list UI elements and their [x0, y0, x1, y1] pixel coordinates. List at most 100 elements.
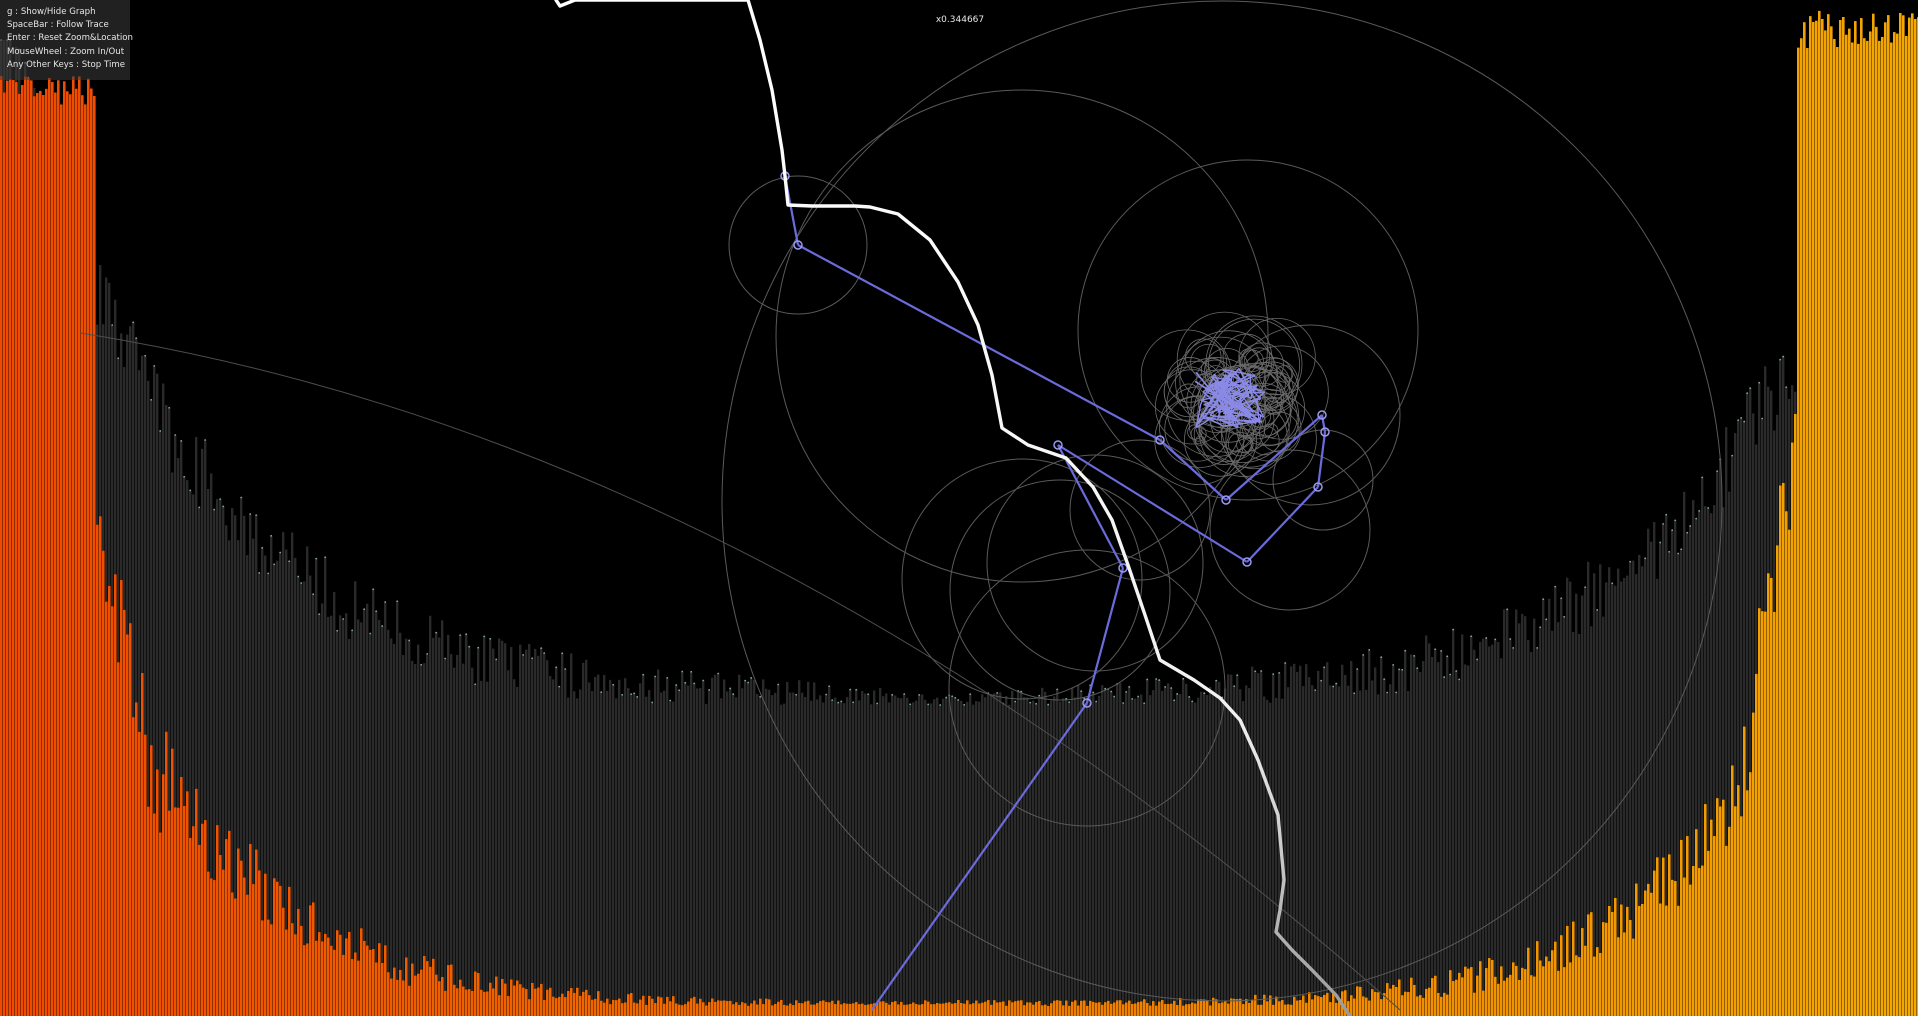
spectrum-bar-orange [1146, 1002, 1149, 1016]
spectrum-bar-gray [1671, 530, 1674, 1016]
spectrum-bar-orange [1413, 984, 1416, 1016]
spectrum-bar-orange [162, 774, 165, 1016]
spectrum-peak-dot [408, 639, 411, 642]
spectrum-bar-gray [660, 692, 663, 1016]
spectrum-bar-orange [156, 769, 159, 1016]
spectrum-peak-dot [1380, 656, 1383, 659]
spectrum-bar-gray [1626, 575, 1629, 1016]
spectrum-bar-orange [21, 85, 24, 1016]
spectrum-bar-gray [657, 669, 660, 1016]
spectrum-bar-orange [129, 623, 132, 1016]
spectrum-bar-orange [585, 989, 588, 1016]
spectrum-bar-gray [726, 691, 729, 1016]
spectrum-bar-orange [201, 823, 204, 1016]
spectrum-bar-orange [834, 1004, 837, 1016]
spectrum-bar-orange [1251, 1000, 1254, 1016]
epicycle-joint [1155, 435, 1165, 445]
spectrum-bar-gray [963, 704, 966, 1016]
spectrum-bar-orange [1065, 1000, 1068, 1016]
spectrum-bar-orange [765, 998, 768, 1016]
spectrum-bar-orange [333, 949, 336, 1016]
spectrum-peak-dot [1056, 688, 1059, 691]
spectrum-bar-orange [213, 880, 216, 1016]
cluster-arm [1209, 414, 1257, 424]
spectrum-bar-gray [900, 698, 903, 1016]
spectrum-bar-orange [1161, 1000, 1164, 1016]
spectrum-bar-gray [1620, 581, 1623, 1016]
spectrum-bar-gray [1467, 665, 1470, 1016]
spectrum-peak-dot [489, 637, 492, 640]
epicycle-circle-small [1184, 338, 1222, 376]
spectrum-bar-orange [108, 585, 111, 1016]
spectrum-bar-orange [57, 80, 60, 1016]
spectrum-bar-orange [1773, 611, 1776, 1016]
spectrum-bar-orange [189, 838, 192, 1016]
spectrum-bar-orange [735, 1002, 738, 1016]
spectrum-bar-orange [888, 1004, 891, 1016]
spectrum-bar-gray [1542, 599, 1545, 1016]
spectrum-bar-gray [159, 430, 162, 1016]
spectrum-bar-orange [165, 731, 168, 1016]
spectrum-bar-gray [1557, 622, 1560, 1016]
spectrum-bar-orange [999, 1002, 1002, 1016]
spectrum-bar-gray [1491, 644, 1494, 1016]
spectrum-bar-gray [1002, 703, 1005, 1016]
cluster-arm [1228, 391, 1266, 425]
spectrum-bar-orange [1239, 998, 1242, 1016]
spectrum-bar-gray [345, 613, 348, 1016]
spectrum-bar-orange [1818, 10, 1821, 1016]
spectrum-bar-gray [1722, 507, 1725, 1016]
spectrum-bar-gray [336, 630, 339, 1016]
spectrum-peak-dot [1737, 419, 1740, 421]
spectrum-bar-gray [813, 682, 816, 1016]
epicycle-joint [1221, 495, 1231, 505]
spectrum-peak-dot [891, 693, 894, 696]
spectrum-bar-orange [1491, 959, 1494, 1016]
spectrum-bar-gray [972, 704, 975, 1016]
spectrum-bar-gray [222, 506, 225, 1016]
spectrum-bar-orange [534, 988, 537, 1016]
spectrum-bar-gray [1485, 637, 1488, 1016]
spectrum-bar-gray [564, 669, 567, 1016]
spectrum-peak-dot [855, 688, 858, 691]
spectrum-bar-orange [648, 995, 651, 1016]
spectrum-peak-dot [1146, 678, 1149, 681]
spectrum-bar-orange [864, 1004, 867, 1016]
spectrum-peak-dot [612, 683, 615, 686]
spectrum-bar-orange [411, 963, 414, 1016]
spectrum-bar-orange [594, 998, 597, 1016]
spectrum-bar-gray [690, 671, 693, 1016]
spectrum-bar-orange [399, 969, 402, 1016]
spectrum-bar-orange [183, 806, 186, 1016]
spectrum-bar-orange [1899, 12, 1902, 1016]
spectrum-bar-gray [1284, 663, 1287, 1016]
spectrum-bar-orange [1776, 545, 1779, 1016]
spectrum-bar-orange [432, 958, 435, 1016]
spectrum-bar-orange [1596, 947, 1599, 1016]
spectrum-bar-orange [1266, 1001, 1269, 1016]
spectrum-bar-gray [711, 677, 714, 1016]
spectrum-peak-dot [996, 692, 999, 694]
spectrum-bar-orange [60, 104, 63, 1016]
spectrum-bar-orange [1020, 1000, 1023, 1016]
spectrum-bar-orange [99, 516, 102, 1016]
spectrum-bar-orange [1122, 1004, 1125, 1016]
epicycle-circle-small [1164, 396, 1230, 462]
spectrum-bar-gray [867, 694, 870, 1016]
epicycle-circle-small [1225, 393, 1317, 485]
spectrum-bar-orange [1386, 983, 1389, 1016]
spectrum-bar-orange [1563, 967, 1566, 1016]
spectrum-peak-dot [759, 695, 762, 698]
cluster-arm [1224, 384, 1236, 396]
spectrum-bar-orange [1410, 977, 1413, 1016]
spectrum-bar-gray [1404, 650, 1407, 1016]
spectrum-peak-dot [1611, 582, 1614, 585]
epicycle-circle-small [1227, 431, 1253, 457]
spectrum-bar-gray [387, 629, 390, 1016]
spectrum-bar-gray [429, 615, 432, 1016]
spectrum-bar-orange [276, 881, 279, 1016]
spectrum-bar-orange [1401, 995, 1404, 1016]
spectrum-peak-dot [219, 498, 222, 501]
spectrum-bar-gray [1287, 687, 1290, 1016]
